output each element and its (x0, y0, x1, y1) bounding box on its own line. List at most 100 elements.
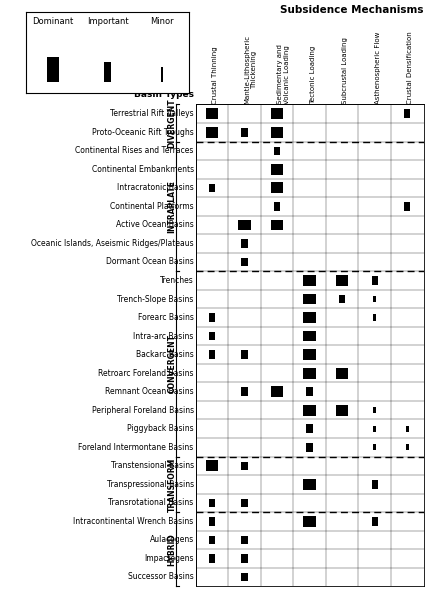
Bar (373, 315, 376, 321)
Text: Minor: Minor (150, 17, 174, 26)
Text: Remnant Ocean Basins: Remnant Ocean Basins (105, 387, 194, 396)
Bar (47, 57, 59, 82)
Bar (271, 127, 283, 138)
Text: Crustal Thinning: Crustal Thinning (212, 47, 218, 104)
Text: Oceanic Islands, Aseismic Ridges/Plateaus: Oceanic Islands, Aseismic Ridges/Plateau… (31, 239, 194, 248)
Text: DIVERGENT: DIVERGENT (168, 98, 177, 148)
Bar (303, 479, 316, 490)
Text: Aulacogens: Aulacogens (150, 536, 194, 544)
Bar (241, 536, 248, 544)
Bar (307, 443, 313, 451)
Text: CONVERGENT: CONVERGENT (168, 334, 177, 393)
Text: INTRAPLATE: INTRAPLATE (168, 180, 177, 233)
Bar (241, 573, 248, 581)
Bar (404, 109, 410, 118)
Bar (206, 109, 218, 119)
Text: Proto-Oceanic Rift Troughs: Proto-Oceanic Rift Troughs (92, 128, 194, 137)
Text: Active Ocean Basins: Active Ocean Basins (116, 220, 194, 229)
Bar (373, 444, 376, 450)
Text: Terrestrial Rift Valleys: Terrestrial Rift Valleys (110, 109, 194, 118)
Bar (303, 349, 316, 360)
Bar (209, 350, 215, 359)
Bar (209, 517, 215, 526)
Text: Intra-arc Basins: Intra-arc Basins (133, 331, 194, 341)
Text: Basin Types: Basin Types (134, 90, 194, 99)
Text: Backarc Basins: Backarc Basins (136, 350, 194, 359)
Text: Peripheral Foreland Basins: Peripheral Foreland Basins (92, 406, 194, 415)
Bar (372, 276, 378, 285)
Bar (209, 184, 215, 192)
Bar (307, 424, 313, 433)
Bar (209, 313, 215, 322)
Bar (373, 426, 376, 432)
Text: Transpressional Basins: Transpressional Basins (107, 480, 194, 489)
Bar (241, 554, 248, 563)
Bar (404, 202, 410, 211)
Bar (271, 220, 283, 230)
Text: TRANSFORM: TRANSFORM (168, 457, 177, 512)
Bar (303, 331, 316, 341)
Bar (336, 405, 348, 416)
Text: Intracontinental Wrench Basins: Intracontinental Wrench Basins (74, 517, 194, 526)
Bar (241, 239, 248, 248)
Text: Continental Platforms: Continental Platforms (110, 202, 194, 211)
Bar (303, 516, 316, 527)
Text: Asthenospheric Flow: Asthenospheric Flow (375, 32, 381, 104)
Bar (336, 368, 348, 378)
Bar (372, 517, 378, 526)
Bar (271, 164, 283, 175)
Text: Intracratonic Basins: Intracratonic Basins (117, 183, 194, 192)
Bar (372, 480, 378, 488)
Bar (373, 407, 376, 413)
Bar (303, 312, 316, 323)
Bar (271, 109, 283, 119)
Bar (303, 275, 316, 286)
Bar (271, 183, 283, 193)
Bar (104, 62, 111, 82)
Text: Subcrustal Loading: Subcrustal Loading (342, 38, 348, 104)
Bar (241, 461, 248, 470)
Text: Transtensional Basins: Transtensional Basins (111, 461, 194, 470)
Text: Transrotational Basins: Transrotational Basins (108, 498, 194, 507)
Bar (307, 387, 313, 396)
Text: Successor Basins: Successor Basins (128, 573, 194, 581)
Text: Trenches: Trenches (160, 276, 194, 285)
Text: Continental Embankments: Continental Embankments (92, 165, 194, 174)
Text: Piggyback Basins: Piggyback Basins (127, 424, 194, 433)
Text: HYBRID: HYBRID (168, 533, 177, 565)
Text: Dormant Ocean Basins: Dormant Ocean Basins (106, 257, 194, 266)
Bar (209, 332, 215, 340)
Bar (303, 294, 316, 304)
Text: Subsidence Mechanisms: Subsidence Mechanisms (280, 5, 424, 15)
Text: Tectonic Loading: Tectonic Loading (310, 46, 316, 104)
Bar (303, 405, 316, 416)
Bar (303, 368, 316, 378)
Bar (206, 127, 218, 138)
Bar (274, 202, 280, 211)
Bar (206, 460, 218, 471)
Text: Dominant: Dominant (32, 17, 74, 26)
Bar (406, 444, 408, 450)
Text: Impactogens: Impactogens (144, 554, 194, 563)
Bar (238, 220, 251, 230)
Bar (241, 258, 248, 266)
Bar (209, 554, 215, 563)
Bar (406, 426, 408, 432)
Bar (241, 350, 248, 359)
Bar (271, 386, 283, 397)
Text: Mantle-Lithospheric
Thickening: Mantle-Lithospheric Thickening (245, 35, 258, 104)
Bar (274, 146, 280, 155)
Bar (209, 498, 215, 507)
Text: Trench-Slope Basins: Trench-Slope Basins (117, 294, 194, 303)
Text: Forearc Basins: Forearc Basins (138, 313, 194, 322)
Text: Important: Important (87, 17, 128, 26)
Text: Foreland Intermontane Basins: Foreland Intermontane Basins (78, 443, 194, 452)
Bar (161, 67, 163, 82)
Bar (241, 387, 248, 396)
Bar (339, 295, 345, 303)
Text: Retroarc Foreland Basins: Retroarc Foreland Basins (98, 369, 194, 378)
Text: Crustal Densification: Crustal Densification (407, 32, 413, 104)
Bar (241, 128, 248, 137)
Bar (336, 275, 348, 286)
Text: Sedimentary and
Volcanic Loading: Sedimentary and Volcanic Loading (277, 45, 290, 104)
